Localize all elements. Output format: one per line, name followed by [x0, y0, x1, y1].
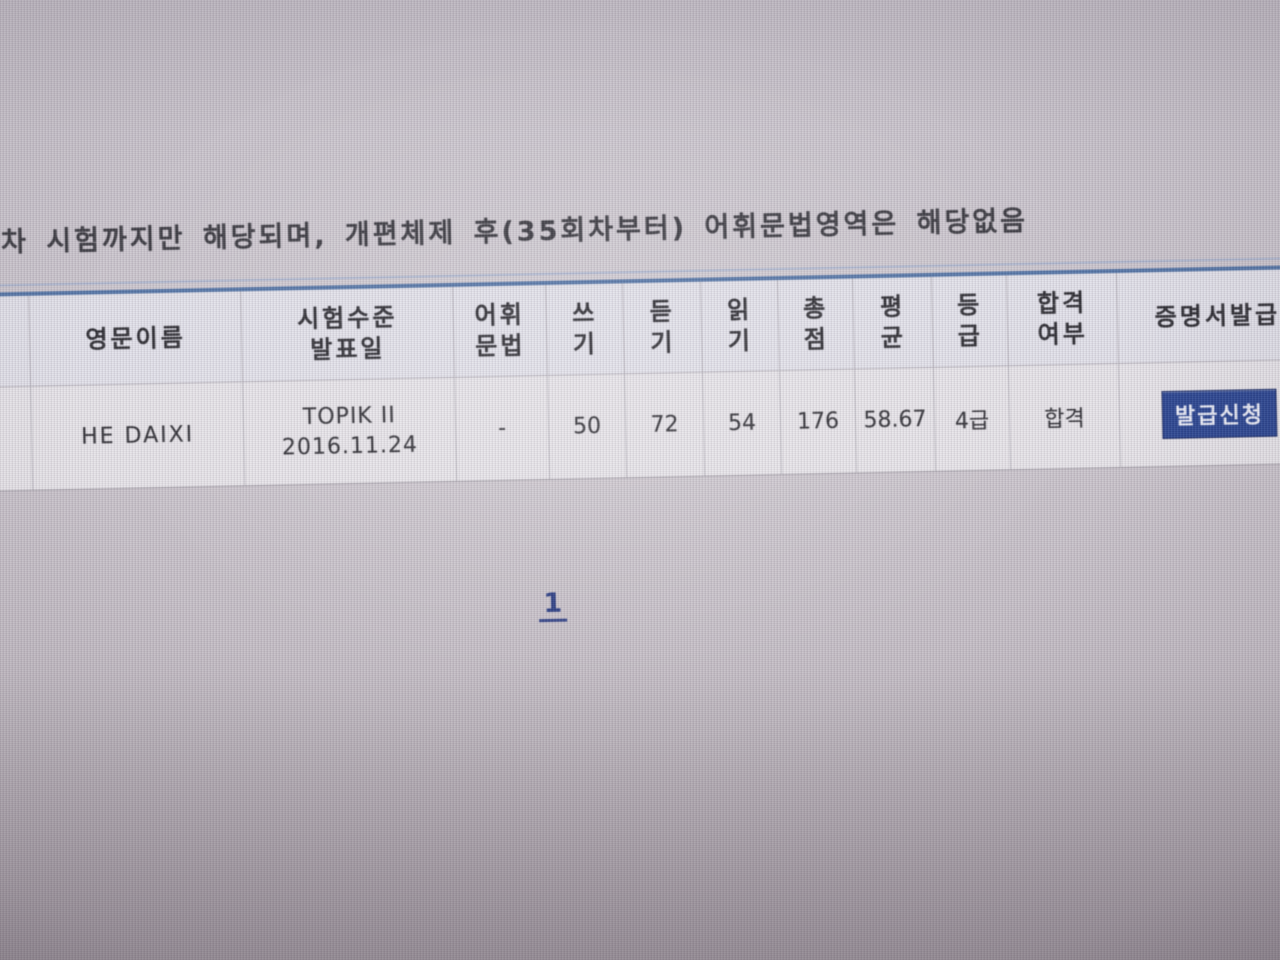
cell-writing-score: 50 — [547, 373, 627, 480]
header-listening: 듣 기 — [622, 279, 703, 374]
cell-level: TOPIK II — [302, 402, 397, 430]
issue-certificate-button[interactable]: 발급신청 — [1161, 388, 1278, 439]
cell-id-partial: 0 — [0, 386, 33, 493]
cell-vocab-grammar: - — [454, 375, 550, 482]
header-certificate: 증명서발급 — [1116, 266, 1280, 364]
header-average: 평 균 — [852, 274, 934, 370]
cell-grade: 4급 — [933, 365, 1011, 472]
header-reading: 읽 기 — [700, 278, 780, 373]
header-level-date: 시험수준 발표일 — [240, 284, 455, 382]
cell-english-name: HE DAIXI — [30, 381, 245, 491]
results-table: 영문이름 시험수준 발표일 어휘 문법 쓰 기 듣 기 읽 기 총 점 평 균 … — [0, 264, 1280, 494]
notice-text: 차 시험까지만 해당되며, 개편체제 후(35회차부터) 어휘문법영역은 해당없… — [0, 205, 1029, 259]
header-english-name: 영문이름 — [28, 289, 243, 387]
cell-announce-date: 2016.11.24 — [281, 432, 419, 461]
cell-listening-score: 72 — [624, 372, 705, 478]
header-grade: 등 급 — [931, 273, 1009, 368]
cell-average-score: 58.67 — [854, 367, 936, 473]
cell-pass-status: 합격 — [1008, 363, 1121, 470]
header-vocab-grammar: 어휘 문법 — [452, 282, 548, 378]
cell-total-score: 176 — [779, 369, 857, 475]
pagination: 1 — [492, 587, 613, 623]
header-pass: 합격 여부 — [1006, 271, 1119, 366]
cell-reading-score: 54 — [702, 370, 782, 477]
results-table-wrap: 영문이름 시험수준 발표일 어휘 문법 쓰 기 듣 기 읽 기 총 점 평 균 … — [0, 264, 1280, 494]
header-total: 총 점 — [777, 276, 855, 371]
page-1-link[interactable]: 1 — [538, 587, 568, 623]
header-writing: 쓰 기 — [545, 281, 625, 376]
cell-level-date: TOPIK II 2016.11.24 — [242, 377, 457, 486]
header-id — [0, 293, 31, 389]
cell-certificate: 발급신청 — [1118, 359, 1280, 468]
